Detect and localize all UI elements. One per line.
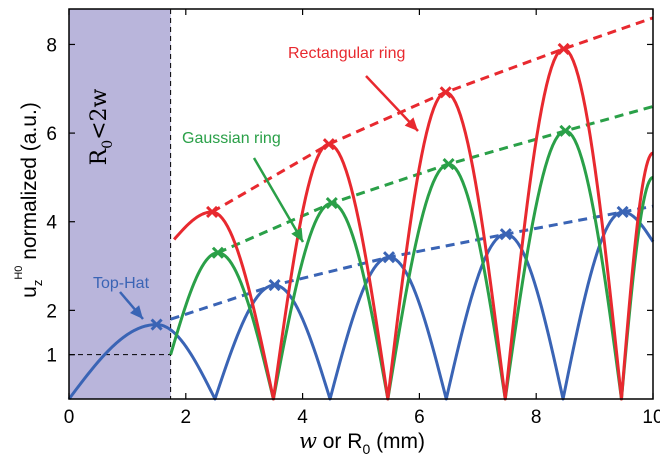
x-tick-label-5: 10 [642,407,660,428]
annotation-rectangular-ring: Rectangular ring [288,45,405,62]
x-axis-label: w or R0 (mm) [299,429,425,457]
x-axis-label-unit: (mm) [370,430,425,453]
y-tick-label-4: 8 [46,35,57,56]
y-tick-label-3: 6 [46,124,57,145]
x-axis-label-rest: or R [317,430,363,453]
x-tick-label-3: 6 [414,407,425,428]
y-axis-label: uz H0 normalized (a.u.) [13,102,45,298]
shaded-region-label: R0<2w [87,88,116,165]
y-axis-label-sub: z [30,280,45,287]
region-label-sub: 0 [100,140,116,149]
y-axis-label-u: u [18,286,41,298]
y-axis-label-rest: normalized (a.u.) [18,102,41,265]
x-tick-label-1: 2 [181,407,192,428]
arrow-gaussian-ring-shaft [254,158,303,242]
y-tick-label-1: 2 [46,301,57,322]
annotation-gaussian-ring: Gaussian ring [182,130,281,147]
x-tick-label-2: 4 [297,407,308,428]
y-tick-label-0: 1 [46,346,57,367]
annotation-top-hat: Top-Hat [93,275,150,292]
series-rect-line [174,49,653,399]
region-label-R: R [87,147,112,165]
x-tick-label-0: 0 [64,407,75,428]
x-axis-label-w: w [299,429,317,453]
x-tick-label-4: 8 [531,407,542,428]
x-axis-label-sub: 0 [362,441,370,457]
region-label-rest: <2w [87,88,112,139]
y-axis-label-sup: H0 [13,266,25,280]
y-tick-label-2: 4 [46,213,57,234]
